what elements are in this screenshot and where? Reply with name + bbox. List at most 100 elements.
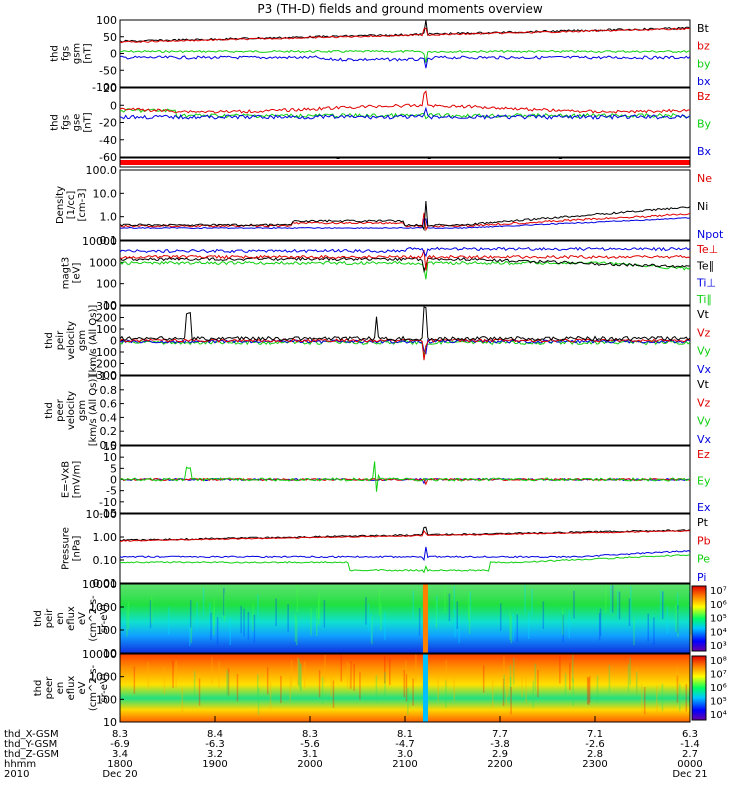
time-row-value: 7.1 [587,729,603,740]
spectrogram-streak [677,609,679,637]
ylabel-line: gse [72,114,83,132]
legend-label: Pe [697,553,710,566]
legend-label: Vy [697,415,711,428]
ylabel-line: eV [77,681,88,694]
spectrogram-streak [513,657,515,685]
spectrogram-streak [310,607,312,636]
ylabel-line: velocity [66,321,77,360]
spectrogram-streak [608,664,611,693]
spectrogram-streak [510,687,512,715]
spectrogram-streak [269,682,272,710]
time-row-value: 2100 [392,759,417,770]
spectrogram-streak [303,661,306,689]
spectrogram-streak [502,678,505,706]
legend-label: Pi [697,571,706,584]
ytick-label: 100 [96,278,117,291]
colorbar [691,585,707,652]
spectrogram-streak [227,668,230,696]
spectrogram-streak [324,654,326,683]
time-row-label: 2010 [4,769,29,780]
spectrogram-streak [524,585,526,613]
ylabel-line: thd [50,45,61,62]
ylabel: Density [1/cc] [cm-3] [55,186,88,224]
trace-bz [119,90,691,114]
mode-mark [558,157,562,159]
time-row-value: 2.9 [492,749,508,760]
spectrogram-streak [534,663,537,691]
spectrogram-streak [616,589,619,618]
spectrogram-streak [415,654,417,682]
ylabel-line: peir [44,608,55,628]
spectrogram-streak [482,665,485,693]
ytick-label: 0.1 [100,234,118,247]
ytick-label: 10.00 [86,508,118,521]
ylabel-line: velocity [66,391,77,430]
ytick-label: -50 [99,64,117,77]
spectrogram-streak [229,617,231,646]
spectrogram-streak [223,587,225,616]
spectrogram-streak [188,618,191,646]
mode-mark [336,157,340,159]
spectrogram-streak [677,592,679,621]
spectrogram-streak [559,656,561,684]
spectrogram-streak [659,589,662,618]
spectrogram-streak [599,608,602,637]
spectrogram-streak [467,592,470,621]
spectrogram-streak [198,678,201,706]
ylabel-line: fgs [61,46,72,61]
time-row-value: 3.1 [302,749,318,760]
mode-bar-frame [119,157,691,168]
ylabel-line: peer [55,398,66,422]
time-row-value: 8.3 [112,729,128,740]
spectrogram-streak [509,664,512,693]
trace-ni [119,200,691,232]
trace-tiperp [119,246,691,258]
spectrogram-streak [289,674,292,702]
spectrogram-streak [252,603,254,632]
spectrogram-streak [569,662,571,690]
ylabel: thd peir en eflux eV (cm^2-s-sr-eV) [33,595,110,642]
spectrogram-streak [418,608,421,636]
spectrogram-streak [209,602,211,631]
panel-peir-spec: 10⁷ 10⁶ 10⁵ 10⁴ 10³ 10000 1000 100 10 thd peir en ef… [33,578,727,660]
ytick-label: -10 [99,496,117,509]
spectrogram-streak [629,657,631,685]
spectrogram-streak [359,672,361,700]
legend-label: By [697,118,712,131]
ylabel: thd peer en eflux eV (cm^2-s-sr-eV) [33,664,110,711]
spectrogram-streak [525,676,527,704]
time-row-value: 2.8 [587,749,603,760]
spectrogram-streak [340,654,343,682]
ylabel-line: sr-eV) [99,673,110,702]
ylabel-line: [km/s (All Qs)] [88,305,99,377]
spectrogram-streak [216,617,219,645]
spectrogram-streak [193,670,196,699]
ytick-label: 1000 [89,601,117,614]
spectrogram-streak [370,613,372,642]
trace-pi [119,546,691,562]
ytick-label: 1.0 [100,370,118,383]
spectrogram-streak [444,585,446,613]
spectrogram-streak [346,661,349,690]
ytick-label: 200 [96,312,117,325]
spectrogram-streak [332,680,335,708]
spectrogram-streak [568,610,571,639]
trace-by [119,49,691,63]
spectrogram-streak [509,676,512,705]
spectrogram-streak [677,605,679,633]
ytick-label: 10.0 [93,187,118,200]
spectrogram-streak [531,588,533,617]
ylabel-line: [nPa] [72,535,83,561]
spectrogram-streak [643,686,646,715]
time-row-value: -5.6 [300,739,320,750]
spectrogram-streak [604,585,607,613]
colorbar [691,655,707,721]
time-row-value: Dec 21 [672,769,707,780]
ytick-label: 1000 [89,256,117,269]
time-row-value: -3.8 [490,739,510,750]
spectrogram-streak [299,662,302,690]
spectrogram-streak [437,674,439,702]
trace-tipar [119,260,691,280]
colorbar-tick-label: 10⁷ [710,586,727,597]
spectrogram-streak [190,615,193,644]
